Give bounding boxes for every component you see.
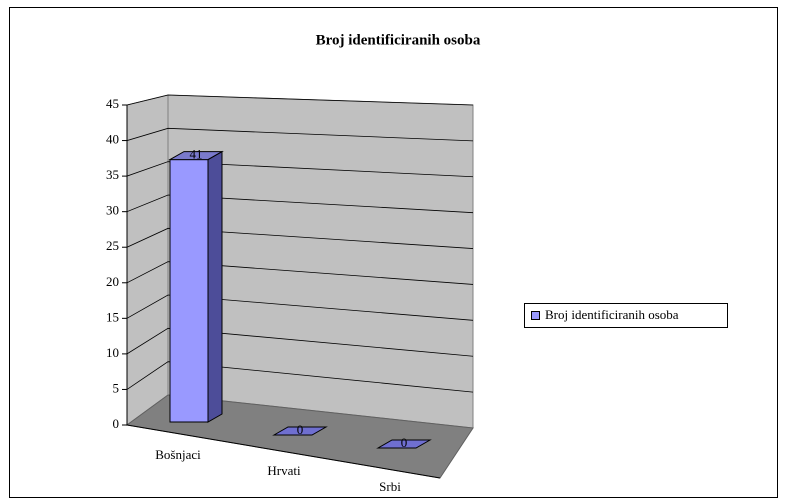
grid-line	[126, 127, 474, 142]
x-tick-label: Hrvati	[267, 463, 301, 478]
grid-line	[126, 194, 474, 214]
y-tick-label: 45	[106, 96, 119, 111]
grid-line	[126, 327, 474, 357]
y-tick-label: 35	[106, 167, 119, 182]
chart-title: Broj identificiranih osoba	[316, 32, 481, 48]
bar-top	[272, 426, 328, 436]
grid-line	[126, 294, 474, 321]
x-axis	[126, 424, 441, 479]
value-label: 0	[297, 422, 304, 437]
grid-line	[126, 227, 474, 249]
y-tick-label: 30	[106, 203, 119, 218]
grid-line	[126, 94, 474, 106]
bar-top	[376, 439, 432, 449]
y-tick-label: 5	[113, 380, 120, 395]
grid-line	[126, 361, 474, 393]
legend-box	[524, 303, 728, 328]
legend: Broj identificiranih osoba	[524, 303, 728, 328]
y-tick-label: 10	[106, 345, 119, 360]
y-tick-label: 15	[106, 309, 119, 324]
y-tick-label: 0	[113, 416, 120, 431]
y-tick-label: 40	[106, 132, 119, 147]
value-label: 41	[190, 147, 203, 162]
grid-line	[126, 261, 474, 285]
grid-line	[126, 161, 474, 178]
value-label: 0	[401, 435, 408, 450]
bar-side	[207, 150, 223, 423]
y-tick-label: 20	[106, 274, 119, 289]
bar-top	[168, 151, 224, 161]
x-tick-label: Bošnjaci	[155, 447, 201, 462]
legend-label: Broj identificiranih osoba	[545, 307, 679, 322]
y-tick-label: 25	[106, 238, 119, 253]
bar	[169, 159, 209, 423]
x-tick-label: Srbi	[379, 479, 401, 494]
legend-swatch	[531, 311, 540, 320]
